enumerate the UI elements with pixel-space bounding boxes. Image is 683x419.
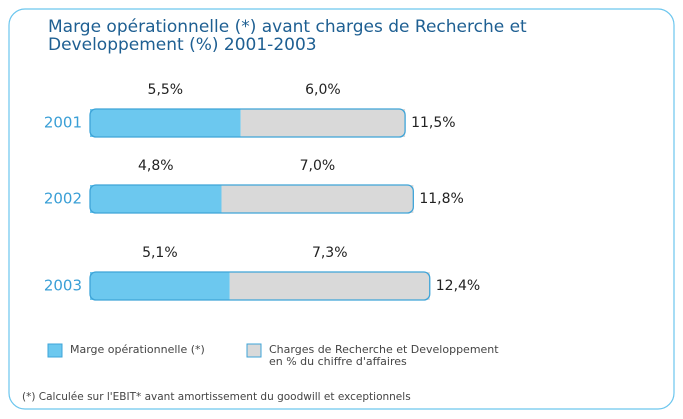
bar-segment bbox=[90, 272, 230, 300]
total-label: 11,5% bbox=[411, 115, 455, 131]
value-label: 5,5% bbox=[148, 82, 184, 98]
value-label: 7,0% bbox=[300, 158, 336, 174]
bar-segment bbox=[90, 109, 241, 137]
bar-outline bbox=[89, 271, 431, 301]
card-border bbox=[8, 8, 675, 410]
bar-segment bbox=[221, 185, 414, 213]
legend-swatch bbox=[246, 343, 262, 358]
y-tick-label: 2003 bbox=[44, 277, 82, 295]
bar-segment bbox=[229, 272, 430, 300]
chart-title: Marge opérationnelle (*) avant charges d… bbox=[48, 17, 527, 55]
bar-outline bbox=[89, 184, 414, 214]
legend-label: Marge opérationnelle (*) bbox=[70, 343, 205, 356]
footnote: (*) Calculée sur l'EBIT* avant amortisse… bbox=[22, 391, 411, 403]
value-label: 5,1% bbox=[142, 245, 178, 261]
bar-segment bbox=[90, 185, 222, 213]
total-label: 11,8% bbox=[419, 191, 463, 207]
y-tick-label: 2001 bbox=[44, 114, 82, 132]
legend-label: Charges de Recherche et Developpement en… bbox=[269, 343, 499, 368]
value-label: 7,3% bbox=[312, 245, 348, 261]
bar-outline bbox=[89, 108, 406, 138]
legend-swatch bbox=[47, 343, 63, 358]
value-label: 6,0% bbox=[305, 82, 341, 98]
total-label: 12,4% bbox=[436, 278, 480, 294]
y-tick-label: 2002 bbox=[44, 190, 82, 208]
value-label: 4,8% bbox=[138, 158, 174, 174]
bar-segment bbox=[240, 109, 406, 137]
